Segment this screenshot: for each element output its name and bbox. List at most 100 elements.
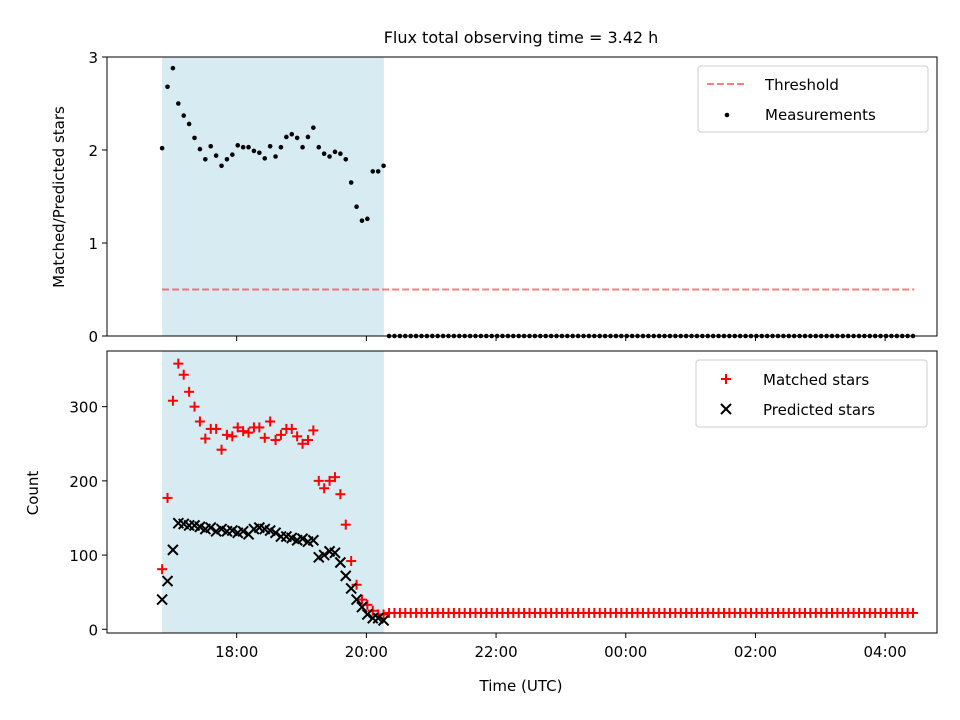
measurement-point — [375, 169, 381, 174]
measurement-point — [327, 154, 332, 159]
x-tick-label: 00:00 — [604, 643, 647, 661]
matched-point — [351, 579, 362, 590]
measurement-point — [176, 101, 181, 106]
matched-point — [297, 438, 308, 449]
measurement-point — [284, 134, 289, 140]
measurement-point — [381, 163, 386, 169]
matched-point — [356, 594, 367, 605]
matched-point — [340, 519, 351, 530]
predicted-point — [296, 533, 309, 545]
count-legend-box — [695, 359, 928, 428]
ratio-y-tick-label: 2 — [88, 142, 98, 160]
matched-point — [275, 429, 286, 440]
legend-measurements-label: Measurements — [765, 106, 876, 124]
measurement-point — [224, 157, 230, 162]
matched-point — [211, 423, 222, 434]
measurement-point — [278, 144, 284, 150]
predicted-point — [269, 527, 282, 539]
observing-window-top — [162, 57, 384, 336]
measurement-point — [208, 143, 214, 149]
predicted-point — [345, 582, 357, 595]
measurement-point — [343, 157, 349, 162]
matched-point — [908, 607, 919, 618]
predicted-point — [329, 547, 341, 559]
matched-point — [216, 444, 227, 455]
measurement-point — [197, 146, 203, 152]
measurement-point — [273, 154, 278, 159]
matched-point — [167, 395, 178, 406]
measurement-point — [311, 125, 316, 130]
measurement-point — [321, 151, 327, 157]
count-y-tick-label: 300 — [69, 399, 98, 417]
count-y-tick-label: 0 — [88, 621, 98, 639]
predicted-point — [361, 608, 374, 621]
matched-point — [157, 564, 168, 575]
predicted-point — [307, 534, 320, 546]
matched-point — [308, 425, 319, 436]
matched-point — [270, 435, 281, 446]
predicted-point — [167, 544, 179, 556]
measurement-point — [165, 84, 170, 90]
predicted-point — [334, 556, 347, 569]
matched-point — [335, 489, 346, 500]
measurement-point — [246, 144, 251, 150]
measurement-point — [170, 65, 176, 71]
measurement-point — [354, 204, 359, 210]
matched-point — [232, 422, 243, 433]
measurement-point — [289, 131, 295, 137]
legend-matched-swatch — [721, 374, 731, 384]
ratio-y-tick-label: 3 — [88, 49, 98, 67]
predicted-point — [377, 614, 390, 627]
measurement-point — [213, 153, 219, 158]
matched-point — [346, 556, 357, 567]
count-legend: Matched stars Predicted stars — [695, 359, 928, 428]
matched-point — [254, 422, 265, 433]
measurement-point — [186, 121, 192, 127]
measurement-point — [203, 157, 208, 162]
matched-point — [162, 492, 173, 503]
legend-predicted-label: Predicted stars — [763, 401, 875, 419]
ratio-plot-frame — [106, 56, 938, 337]
x-tick-label: 02:00 — [734, 643, 777, 661]
predicted-point — [340, 570, 352, 582]
matched-point — [221, 429, 232, 440]
measurement-point — [365, 216, 370, 222]
observing-window-bottom — [162, 351, 384, 633]
ratio-panel: 0 1 2 3 Matched/Predicted stars Threshold M… — [50, 49, 938, 346]
matched-point — [292, 431, 303, 442]
legend-threshold-label: Threshold — [764, 76, 839, 94]
x-tick-label: 22:00 — [474, 643, 517, 661]
measurement-point — [257, 150, 262, 156]
measurement-point — [370, 169, 376, 174]
measurement-point — [159, 145, 165, 151]
measurement-point — [267, 143, 273, 149]
measurement-point — [348, 180, 354, 185]
x-tick-label: 20:00 — [345, 643, 388, 661]
measurement-point — [181, 113, 187, 118]
legend-predicted-swatch — [720, 403, 732, 415]
predicted-point — [318, 549, 330, 561]
measurement-point — [300, 144, 305, 150]
chart-title: Flux total observing time = 3.42 h — [384, 28, 659, 47]
matched-point — [286, 423, 297, 434]
x-axis-label: Time (UTC) — [479, 677, 563, 695]
ratio-y-tick-label: 1 — [88, 235, 98, 253]
matched-point — [227, 431, 238, 442]
predicted-point — [356, 601, 368, 613]
x-tick-label: 18:00 — [215, 643, 258, 661]
measurement-point — [192, 135, 197, 141]
measurement-point — [332, 149, 338, 155]
ratio-y-tick-label: 0 — [88, 328, 98, 346]
measurement-point — [262, 156, 268, 161]
predicted-point — [237, 525, 249, 538]
matched-point — [173, 358, 184, 369]
count-y-tick-label: 200 — [69, 473, 98, 491]
matched-point — [302, 435, 313, 446]
matched-point — [238, 426, 249, 437]
matched-point — [319, 483, 330, 494]
matched-point — [178, 369, 189, 380]
measurement-point — [240, 144, 246, 150]
matched-point — [200, 433, 211, 444]
measurement-point — [359, 218, 365, 223]
